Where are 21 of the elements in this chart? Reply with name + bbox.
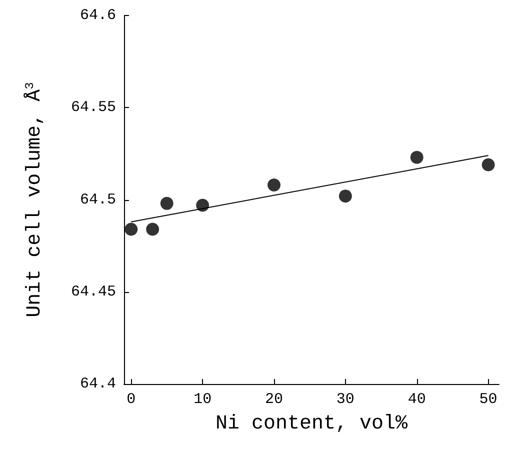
x-axis-title: Ni content, vol% (215, 412, 409, 436)
point (146, 222, 160, 236)
y-tick-label: 64.4 (80, 376, 116, 392)
point (124, 222, 138, 236)
x-tick-label: 50 (479, 391, 498, 408)
y-axis-title: Unit cell volume, Å3 (23, 82, 46, 318)
point (410, 150, 424, 164)
x-tick-label: 20 (264, 391, 284, 408)
x-tick-label: 10 (194, 391, 212, 408)
y-tick-label: 64.55 (70, 99, 116, 116)
x-tick-label: 0 (126, 391, 136, 408)
y-tick-label: 64.5 (80, 191, 116, 208)
point (268, 178, 280, 192)
point (338, 190, 352, 203)
point (196, 198, 210, 212)
point (160, 196, 174, 210)
point (482, 158, 495, 172)
y-tick-label: 64.45 (70, 283, 116, 300)
x-tick-label: 30 (336, 391, 354, 408)
y-tick-label: 64.6 (80, 7, 116, 24)
x-tick-label: 40 (408, 391, 426, 408)
